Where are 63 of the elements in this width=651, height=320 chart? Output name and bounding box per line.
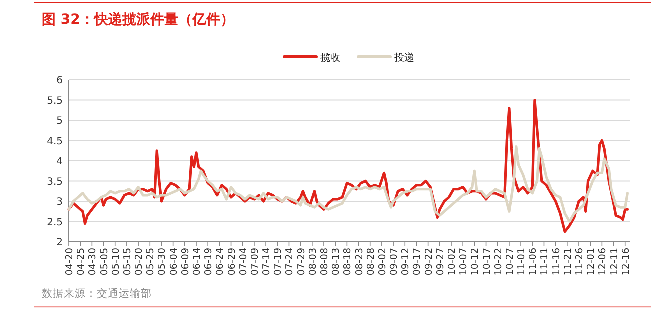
x-tick-label: 12-01 xyxy=(586,248,598,276)
y-tick-label: 3 xyxy=(56,197,63,208)
x-tick-label: 11-01 xyxy=(516,248,528,276)
x-tick-label: 06-24 xyxy=(215,248,226,276)
x-tick-label: 10-12 xyxy=(470,248,482,276)
x-tick-label: 05-05 xyxy=(99,248,110,276)
x-tick-label: 08-28 xyxy=(366,248,377,276)
x-tick-label: 05-15 xyxy=(122,248,134,276)
x-tick-label: 07-29 xyxy=(296,248,308,276)
x-tick-label: 08-18 xyxy=(342,248,354,276)
y-tick-label: 4 xyxy=(56,156,63,168)
x-tick-label: 09-27 xyxy=(435,248,446,276)
x-tick-label: 10-17 xyxy=(482,248,493,276)
x-tick-label: 11-21 xyxy=(562,248,574,276)
x-tick-label: 09-07 xyxy=(389,248,400,276)
y-tick-label: 2.5 xyxy=(47,217,63,228)
x-tick-label: 07-19 xyxy=(273,248,284,276)
x-tick-label: 08-23 xyxy=(354,248,366,276)
x-tick-label: 06-19 xyxy=(204,248,215,276)
x-tick-label: 08-13 xyxy=(331,248,342,276)
x-tick-label: 09-12 xyxy=(400,248,412,276)
x-tick-label: 06-04 xyxy=(168,248,180,276)
x-tick-label: 06-09 xyxy=(180,248,192,276)
x-tick-label: 07-14 xyxy=(262,248,273,276)
x-tick-label: 06-29 xyxy=(226,248,238,276)
x-tick-label: 10-07 xyxy=(458,248,470,276)
x-tick-label: 09-02 xyxy=(377,248,388,276)
y-tick-label: 5 xyxy=(56,116,63,127)
x-tick-label: 12-06 xyxy=(598,248,609,276)
x-tick-label: 04-20 xyxy=(64,248,76,276)
x-tick-label: 05-30 xyxy=(157,248,168,276)
legend-label: 投递 xyxy=(394,52,414,64)
y-tick-label: 3.5 xyxy=(47,176,63,188)
x-tick-label: 10-22 xyxy=(493,248,504,276)
x-tick-label: 11-26 xyxy=(574,248,586,276)
x-tick-label: 11-06 xyxy=(528,248,540,276)
y-tick-label: 5.5 xyxy=(47,96,63,107)
x-tick-label: 07-24 xyxy=(284,248,296,276)
x-tick-label: 10-27 xyxy=(504,248,516,276)
x-tick-label: 04-25 xyxy=(76,248,88,276)
y-tick-label: 6 xyxy=(56,76,63,86)
x-tick-label: 06-14 xyxy=(192,248,203,276)
x-tick-label: 05-20 xyxy=(134,248,146,276)
x-tick-label: 04-30 xyxy=(88,248,99,276)
legend-label: 揽收 xyxy=(320,52,340,64)
x-tick-label: 08-03 xyxy=(308,248,319,276)
x-tick-label: 05-10 xyxy=(110,248,122,276)
x-tick-label: 10-02 xyxy=(447,248,458,276)
x-tick-label: 11-16 xyxy=(551,248,562,276)
x-tick-label: 11-11 xyxy=(540,248,551,276)
x-tick-label: 07-04 xyxy=(238,248,250,276)
chart-title: 图 32：快递揽派件量（亿件） xyxy=(42,11,234,28)
x-tick-label: 07-09 xyxy=(250,248,261,276)
x-tick-label: 12-16 xyxy=(620,248,632,276)
x-tick-label: 09-22 xyxy=(424,248,435,276)
line-series xyxy=(68,146,629,224)
y-tick-label: 2 xyxy=(56,238,63,248)
x-tick-label: 09-17 xyxy=(412,248,424,276)
y-tick-label: 4.5 xyxy=(47,136,63,148)
source-note: 数据来源：交通运输部 xyxy=(42,287,152,300)
x-tick-label: 12-11 xyxy=(609,248,620,276)
x-tick-label: 08-08 xyxy=(320,248,330,276)
x-tick-label: 05-25 xyxy=(146,248,157,276)
